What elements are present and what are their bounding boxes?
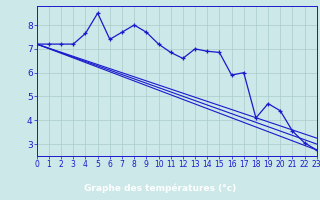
Text: Graphe des températures (°c): Graphe des températures (°c) (84, 184, 236, 193)
